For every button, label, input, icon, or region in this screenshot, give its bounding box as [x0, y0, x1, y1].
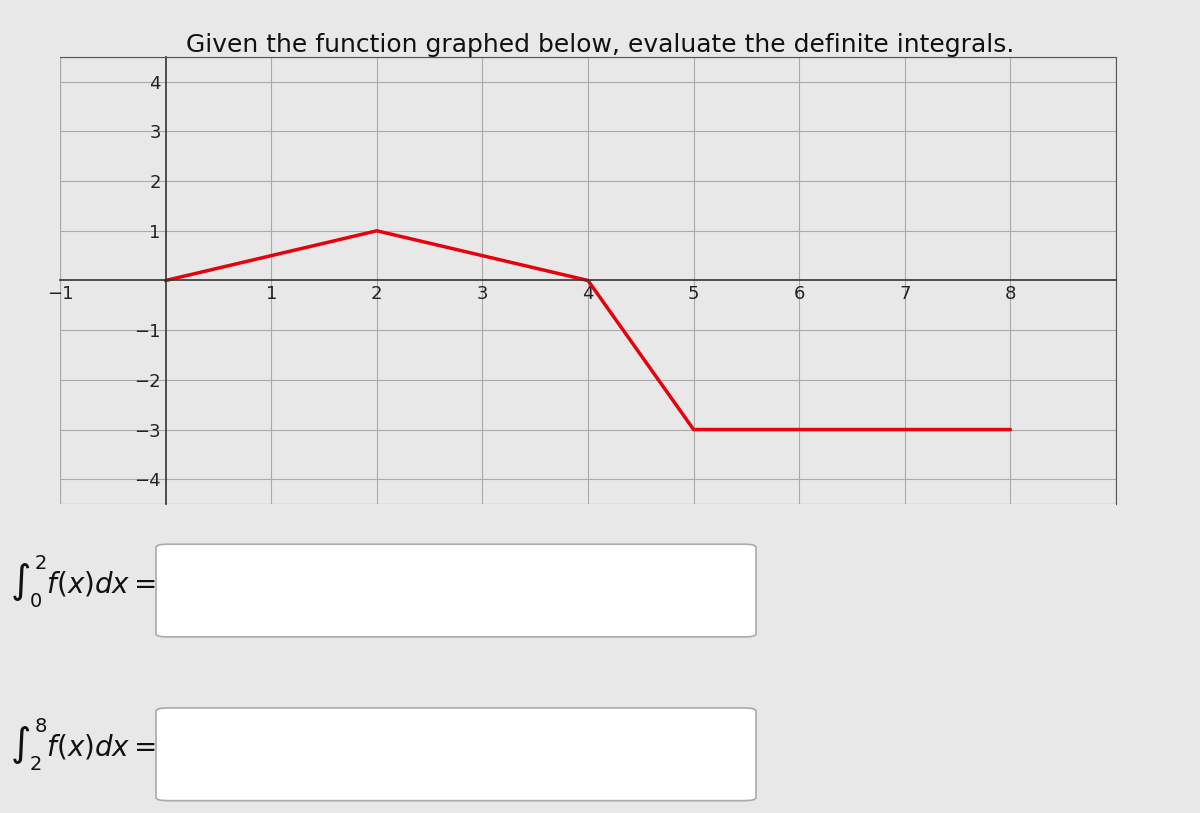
Text: Given the function graphed below, evaluate the definite integrals.: Given the function graphed below, evalua…: [186, 33, 1014, 57]
FancyBboxPatch shape: [156, 708, 756, 801]
Text: $\int_2^8 f(x)dx =$: $\int_2^8 f(x)dx =$: [10, 717, 156, 773]
FancyBboxPatch shape: [156, 544, 756, 637]
Text: $\int_0^2 f(x)dx =$: $\int_0^2 f(x)dx =$: [10, 553, 156, 610]
